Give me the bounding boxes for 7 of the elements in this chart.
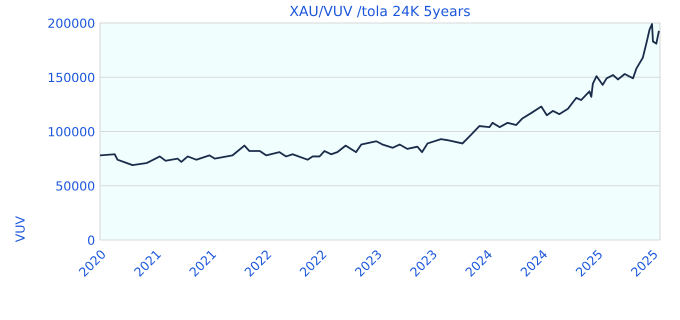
y-tick-label: 50000	[56, 181, 94, 191]
chart-title: XAU/VUV /tola 24K 5years	[290, 6, 470, 19]
y-tick-label: 200000	[48, 18, 94, 28]
y-tick-label: 150000	[48, 72, 94, 82]
y-tick-label: 100000	[48, 126, 94, 136]
y-tick-label: 0	[88, 235, 94, 245]
y-axis-title: VUV	[15, 216, 25, 242]
